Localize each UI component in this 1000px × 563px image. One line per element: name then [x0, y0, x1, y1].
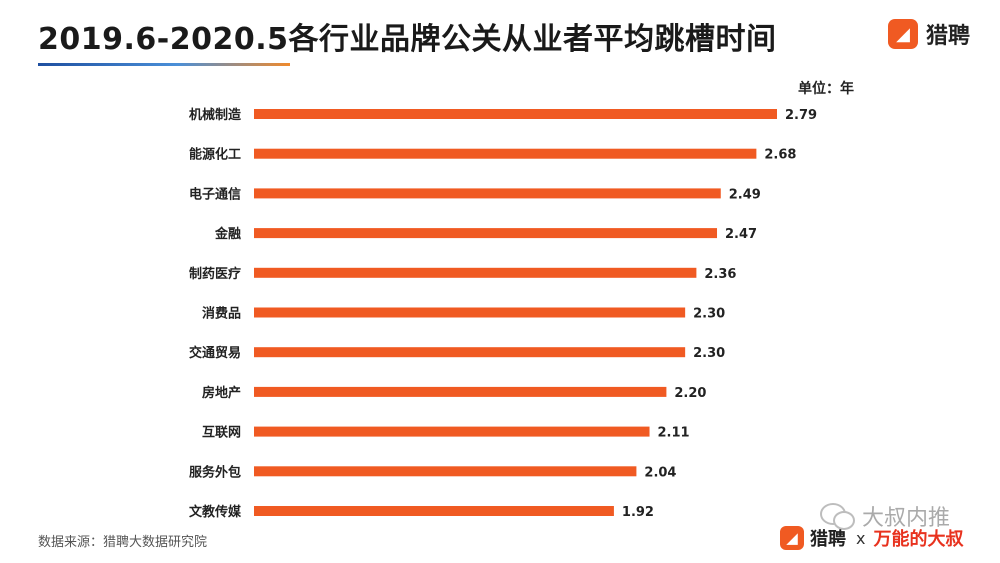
bar	[254, 466, 637, 477]
category-label: 电子通信	[189, 186, 241, 202]
source-note: 数据来源：猎聘大数据研究院	[38, 535, 208, 550]
category-label: 能源化工	[189, 147, 241, 163]
bar	[254, 267, 697, 278]
category-label: 制药医疗	[189, 266, 241, 282]
data-label: 2.30	[693, 307, 725, 322]
footer-partner: 万能的大叔	[873, 529, 964, 550]
category-label: 服务外包	[189, 464, 241, 480]
category-label: 机械制造	[189, 107, 242, 123]
bar	[254, 506, 614, 516]
category-label: 互联网	[202, 426, 241, 441]
bar	[254, 148, 757, 159]
data-label: 2.36	[704, 267, 736, 282]
footer-logos: ◢ 猎聘 x 万能的大叔	[780, 525, 963, 551]
title-underline	[38, 63, 290, 66]
bar	[254, 188, 721, 199]
bar	[254, 386, 667, 397]
bar	[254, 109, 777, 119]
wechat-icon	[820, 503, 856, 530]
data-label: 1.92	[622, 505, 654, 520]
category-label: 房地产	[202, 385, 241, 401]
bar	[254, 347, 686, 358]
liepin-logo-icon: ◢	[887, 19, 918, 49]
brand-logo: ◢ 猎聘	[887, 18, 970, 50]
brand-logo-text: 猎聘	[925, 24, 970, 49]
page-title: 2019.6-2020.5各行业品牌公关从业者平均跳槽时间	[38, 22, 777, 57]
category-label: 金融	[214, 226, 241, 242]
watermark-text: 大叔内推	[862, 506, 951, 531]
bar	[254, 426, 650, 437]
data-label: 2.49	[729, 187, 761, 202]
data-label: 2.04	[644, 465, 676, 480]
footer-logo-text: 猎聘	[810, 529, 846, 550]
category-label: 交通贸易	[189, 345, 241, 361]
data-label: 2.68	[764, 148, 796, 163]
bar	[254, 307, 686, 318]
category-label: 消费品	[202, 306, 241, 322]
watermark: 大叔内推	[820, 500, 950, 532]
unit-label: 单位：年	[798, 81, 854, 97]
data-label: 2.20	[674, 386, 706, 401]
category-label: 文教传媒	[189, 504, 242, 520]
data-label: 2.30	[693, 346, 725, 361]
data-label: 2.79	[785, 108, 817, 123]
data-label: 2.11	[658, 426, 690, 441]
liepin-logo-icon: ◢	[780, 526, 804, 550]
bar	[254, 228, 718, 239]
data-label: 2.47	[725, 227, 757, 242]
footer-x: x	[856, 528, 866, 548]
